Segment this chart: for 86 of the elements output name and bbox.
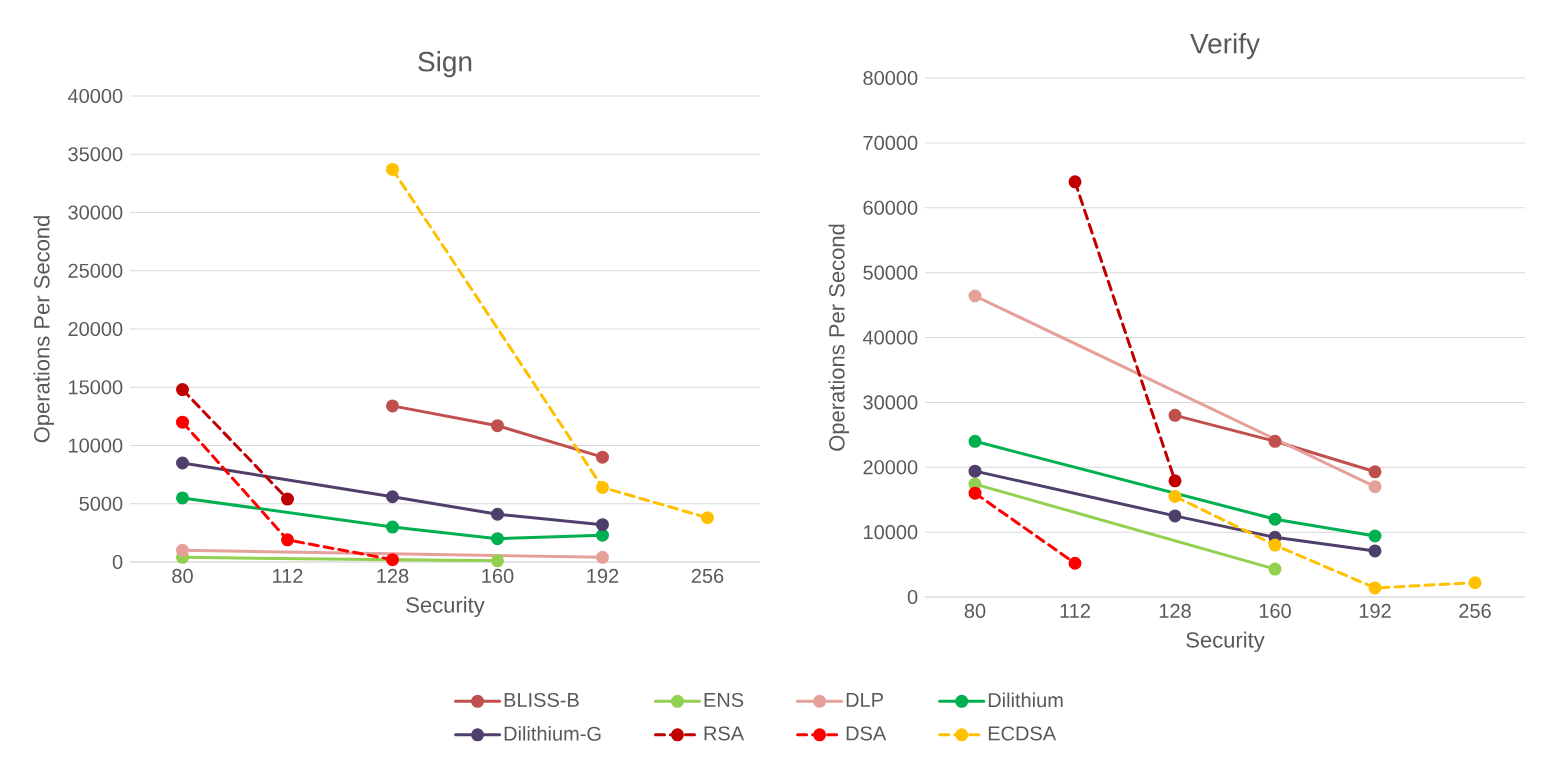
point [596,528,609,542]
point [176,383,189,397]
point [596,480,609,494]
y-tick-label: 30000 [863,395,918,410]
point [491,419,504,433]
x-axis-title: Security [1186,631,1265,653]
point [386,490,399,504]
point [596,550,609,564]
point [1168,474,1182,488]
y-tick-label: 70000 [863,135,918,150]
x-tick-label: 112 [1060,603,1090,618]
chart-title: Sign [418,51,472,78]
point [281,492,294,506]
point [968,434,982,448]
x-tick-label: 112 [273,568,303,583]
x-tick-label: 128 [377,568,409,584]
point [968,464,982,478]
point [491,532,504,546]
x-tick-label: 192 [587,568,619,584]
point [1068,556,1082,570]
legend-label: Dilithium-G [504,726,601,741]
point [701,511,714,525]
legend-label: ENS [704,692,744,708]
point [176,543,189,557]
point [968,486,982,500]
point [491,554,504,568]
point [176,415,189,429]
y-tick-label: 5000 [79,496,123,511]
point [1068,175,1082,189]
legend-label: DSA [846,726,887,741]
legend-label: RSA [704,726,745,741]
y-tick-label: 40000 [67,88,123,104]
legend-label: Dilithium [988,692,1063,708]
point [968,289,982,303]
y-axis-title: Operations Per Second [828,224,849,451]
y-tick-label: 80000 [863,70,918,86]
x-tick-label: 256 [691,568,724,584]
y-tick-label: 60000 [863,200,918,215]
point [1268,538,1282,552]
x-tick-label: 160 [1259,603,1291,619]
y-tick-label: 0 [112,554,123,570]
y-axis-title: Operations Per Second [33,216,54,443]
x-tick-label: 160 [482,568,514,584]
point [1368,465,1382,479]
y-tick-label: 30000 [68,205,123,220]
legend-label: BLISS-B [504,692,579,708]
x-axis-title: Security [406,596,485,618]
point [386,553,399,567]
y-tick-label: 35000 [68,147,123,162]
point [1268,512,1282,526]
point [176,456,189,470]
point [1268,562,1282,576]
point [1268,434,1282,448]
point [1368,480,1382,494]
point [596,518,609,532]
y-tick-label: 0 [907,589,918,605]
point [386,520,399,534]
point [1168,509,1182,523]
point [1368,544,1382,558]
point [1368,529,1382,543]
y-tick-label: 15000 [69,380,123,395]
y-tick-label: 10000 [69,438,123,453]
legend-label: ECDSA [988,726,1057,741]
point [1168,408,1182,422]
y-tick-label: 25000 [68,263,123,278]
legend-label: DLP [846,692,883,707]
point [386,162,399,176]
point [1368,581,1382,595]
point [176,491,189,505]
x-tick-label: 80 [172,568,193,584]
x-tick-label: 80 [964,603,986,619]
point [386,399,399,413]
point [596,450,609,464]
y-tick-label: 10000 [864,525,918,540]
point [491,507,504,521]
y-tick-label: 50000 [863,265,918,280]
y-tick-label: 20000 [863,460,918,475]
x-tick-label: 192 [1359,603,1391,619]
chart-title: Verify [1190,33,1260,60]
y-tick-label: 40000 [862,330,918,345]
x-tick-label: 256 [1459,603,1491,619]
point [1468,576,1482,590]
point [1168,489,1182,503]
y-tick-label: 20000 [68,321,123,337]
point [281,533,294,547]
x-tick-label: 128 [1159,603,1191,619]
